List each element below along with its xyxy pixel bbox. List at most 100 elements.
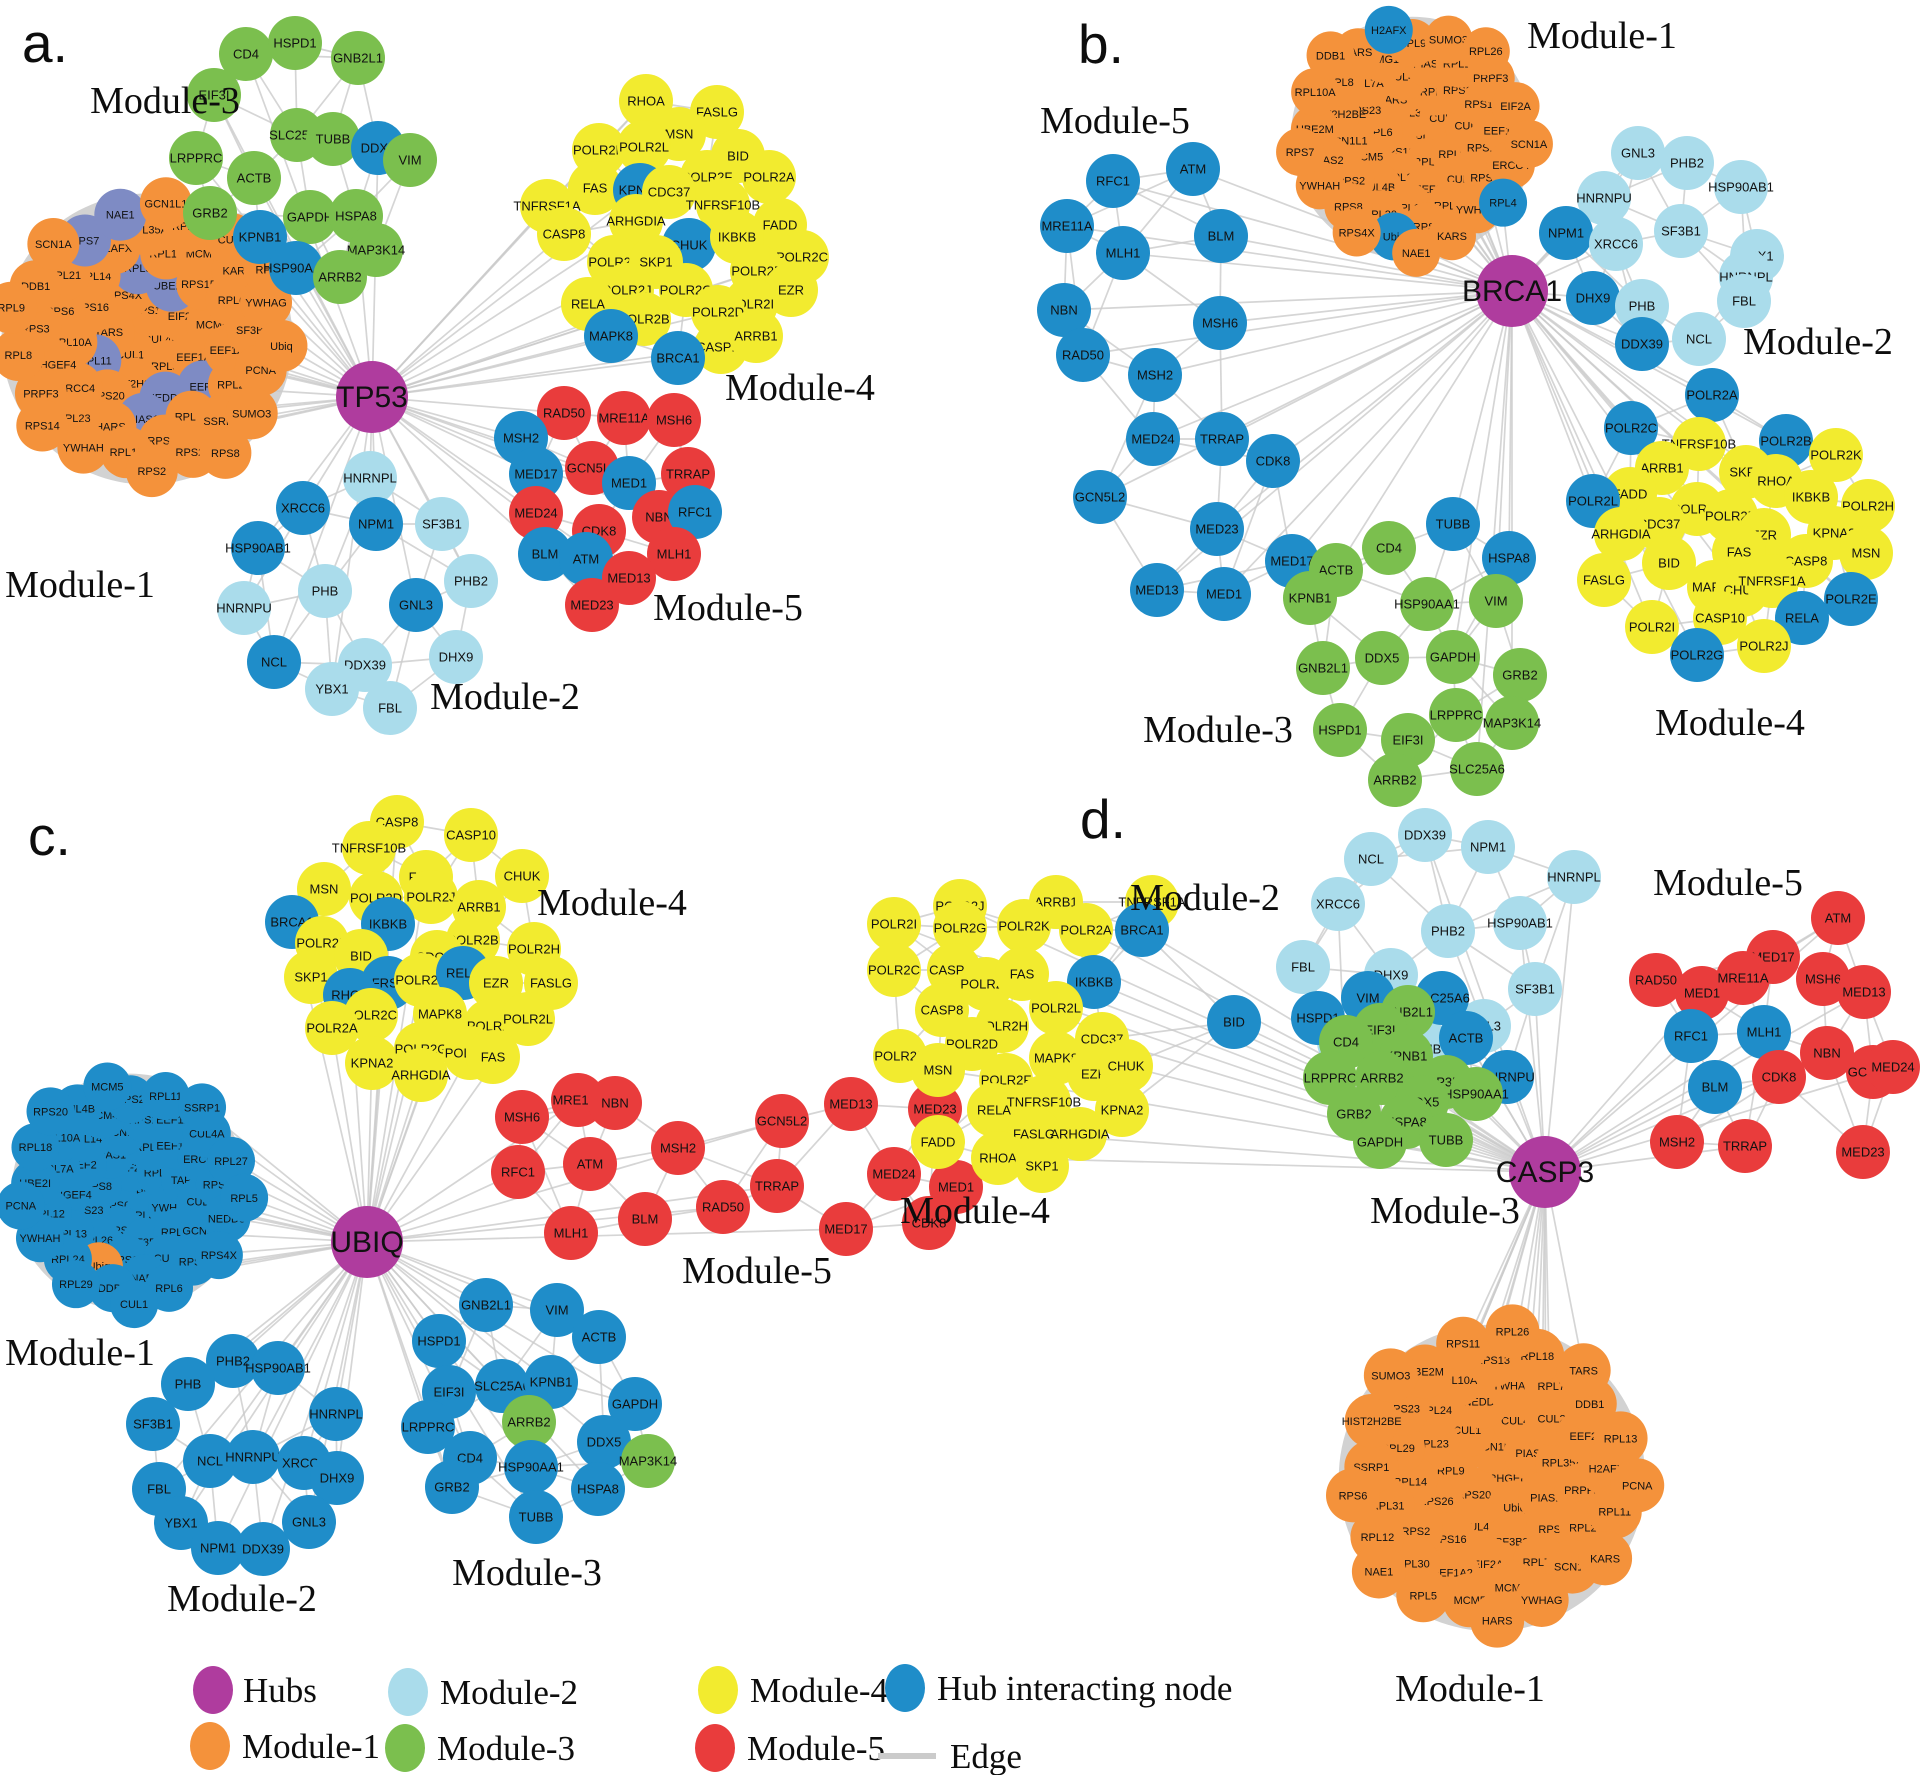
node-POLR2I[interactable]: POLR2I	[867, 897, 921, 951]
hub-UBIQ[interactable]: UBIQ	[330, 1206, 404, 1278]
node-ARRB1[interactable]: ARRB1	[729, 309, 783, 363]
node-RPS4X[interactable]: RPS4X	[1332, 208, 1381, 257]
node-RPL26[interactable]: RPL26	[1461, 27, 1510, 76]
node-POLR2E[interactable]: POLR2E	[1824, 572, 1878, 626]
node-SLC25A6[interactable]: SLC25A6	[1449, 742, 1505, 796]
node-GAPDH[interactable]: GAPDH	[283, 190, 337, 244]
node-HSP90AB1[interactable]: HSP90AB1	[1708, 160, 1774, 214]
node-SUMO3[interactable]: SUMO3	[1363, 1348, 1418, 1403]
node-LRPPRC[interactable]: LRPPRC	[1429, 688, 1483, 742]
node-CASP8[interactable]: CASP8	[537, 207, 591, 261]
node-GCN5L2[interactable]: GCN5L2	[755, 1094, 809, 1148]
node-MSH6[interactable]: MSH6	[495, 1090, 549, 1144]
node-H2AFX[interactable]: H2AFX	[1364, 5, 1413, 54]
node-POLR2I[interactable]: POLR2I	[1625, 600, 1679, 654]
node-XRCC6[interactable]: XRCC6	[276, 481, 330, 535]
node-MSH2[interactable]: MSH2	[1128, 348, 1182, 402]
node-SKP1[interactable]: SKP1	[1015, 1139, 1069, 1193]
node-NCL[interactable]: NCL	[247, 635, 301, 689]
node-SF3B1[interactable]: SF3B1	[126, 1397, 180, 1451]
node-TUBB[interactable]: TUBB	[306, 112, 360, 166]
node-TUBB[interactable]: TUBB	[1419, 1113, 1473, 1167]
node-MED23[interactable]: MED23	[1190, 502, 1244, 556]
node-BID[interactable]: BID	[1207, 995, 1261, 1049]
node-VIM[interactable]: VIM	[383, 133, 437, 187]
node-DDX39[interactable]: DDX39	[1398, 808, 1452, 862]
node-SF3B1[interactable]: SF3B1	[1508, 962, 1562, 1016]
node-DHX9[interactable]: DHX9	[1566, 271, 1620, 325]
node-HNRNPL[interactable]: HNRNPL	[343, 451, 397, 505]
node-MSH2[interactable]: MSH2	[651, 1121, 705, 1175]
node-MAPK8[interactable]: MAPK8	[584, 309, 638, 363]
node-RPL5[interactable]: RPL5	[220, 1173, 269, 1222]
node-GNL3[interactable]: GNL3	[282, 1495, 336, 1549]
node-RPS6[interactable]: RPS6	[1325, 1468, 1380, 1523]
node-FBL[interactable]: FBL	[363, 681, 417, 735]
node-BLM[interactable]: BLM	[1688, 1060, 1742, 1114]
node-NAE1[interactable]: NAE1	[94, 188, 147, 241]
node-POLR2A[interactable]: POLR2A	[1685, 368, 1739, 422]
node-MED23[interactable]: MED23	[1836, 1125, 1890, 1179]
node-CASP10[interactable]: CASP10	[444, 808, 498, 862]
node-GRB2[interactable]: GRB2	[183, 186, 237, 240]
node-RAD50[interactable]: RAD50	[1629, 953, 1683, 1007]
node-BRCA1[interactable]: BRCA1	[651, 331, 705, 385]
node-KPNB1[interactable]: KPNB1	[1283, 571, 1337, 625]
node-FADD[interactable]: FADD	[911, 1115, 965, 1169]
node-GRB2[interactable]: GRB2	[425, 1460, 479, 1514]
node-LRPPRC[interactable]: LRPPRC	[169, 131, 223, 185]
node-RAD50[interactable]: RAD50	[1056, 328, 1110, 382]
node-NPM1[interactable]: NPM1	[349, 497, 403, 551]
node-POLR2A[interactable]: POLR2A	[1059, 903, 1113, 957]
node-ARRB2[interactable]: ARRB2	[1368, 753, 1422, 807]
node-NAE1[interactable]: NAE1	[1392, 228, 1441, 277]
node-DDB1[interactable]: DDB1	[1306, 31, 1355, 80]
node-NAE1[interactable]: NAE1	[1351, 1544, 1406, 1599]
node-FBL[interactable]: FBL	[1717, 274, 1771, 328]
node-RFC1[interactable]: RFC1	[1086, 154, 1140, 208]
node-VIM[interactable]: VIM	[1469, 574, 1523, 628]
node-GAPDH[interactable]: GAPDH	[1426, 630, 1480, 684]
node-ATM[interactable]: ATM	[563, 1137, 617, 1191]
node-GNL3[interactable]: GNL3	[1611, 126, 1665, 180]
node-HSP90AA1[interactable]: HSP90AA1	[1394, 577, 1460, 631]
node-MED24[interactable]: MED24	[1126, 412, 1180, 466]
node-TARS[interactable]: TARS	[1556, 1343, 1611, 1398]
node-HNRNPL[interactable]: HNRNPL	[309, 1387, 363, 1441]
node-KARS[interactable]: KARS	[1578, 1531, 1633, 1586]
node-GCN1L1[interactable]: GCN1L1	[139, 177, 192, 230]
node-MCM5[interactable]: MCM5	[83, 1062, 132, 1111]
node-MED24[interactable]: MED24	[1866, 1040, 1920, 1094]
node-POLR2L[interactable]: POLR2L	[1029, 981, 1083, 1035]
node-HSPD1[interactable]: HSPD1	[412, 1314, 466, 1368]
node-MSN[interactable]: MSN	[1839, 526, 1893, 580]
node-NPM1[interactable]: NPM1	[1539, 206, 1593, 260]
node-ACTB[interactable]: ACTB	[227, 151, 281, 205]
node-MLH1[interactable]: MLH1	[1096, 226, 1150, 280]
node-RPL13[interactable]: RPL13	[1593, 1411, 1648, 1466]
node-CD4[interactable]: CD4	[1362, 521, 1416, 575]
node-XRCC6[interactable]: XRCC6	[1589, 217, 1643, 271]
node-MED13[interactable]: MED13	[824, 1077, 878, 1131]
node-CDK8[interactable]: CDK8	[1752, 1050, 1806, 1104]
node-MED17[interactable]: MED17	[819, 1202, 873, 1256]
node-TRRAP[interactable]: TRRAP	[1718, 1119, 1772, 1173]
node-HARS[interactable]: HARS	[1470, 1593, 1525, 1648]
node-PHB2[interactable]: PHB2	[1421, 904, 1475, 958]
node-RPS20[interactable]: RPS20	[26, 1087, 75, 1136]
hub-TP53[interactable]: TP53	[336, 361, 408, 433]
node-RFC1[interactable]: RFC1	[491, 1145, 545, 1199]
node-SF3B1[interactable]: SF3B1	[415, 497, 469, 551]
node-TRRAP[interactable]: TRRAP	[750, 1159, 804, 1213]
node-RPS11[interactable]: RPS11	[1436, 1316, 1491, 1371]
node-GNL3[interactable]: GNL3	[389, 578, 443, 632]
node-NBN[interactable]: NBN	[588, 1076, 642, 1130]
node-HSPD1[interactable]: HSPD1	[1313, 703, 1367, 757]
node-RPL29[interactable]: RPL29	[51, 1260, 100, 1309]
node-RPL4[interactable]: RPL4	[1479, 178, 1528, 227]
node-PHB2[interactable]: PHB2	[444, 554, 498, 608]
node-GAPDH[interactable]: GAPDH	[1353, 1115, 1407, 1169]
node-CDK8[interactable]: CDK8	[1246, 434, 1300, 488]
node-TUBB[interactable]: TUBB	[1426, 497, 1480, 551]
node-MLH1[interactable]: MLH1	[544, 1206, 598, 1260]
